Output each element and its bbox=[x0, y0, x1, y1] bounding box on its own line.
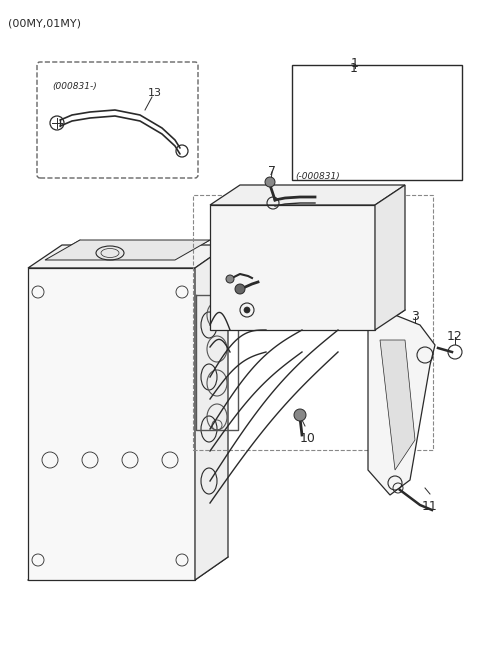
Polygon shape bbox=[368, 315, 435, 495]
Polygon shape bbox=[195, 245, 228, 580]
Text: 14: 14 bbox=[220, 262, 236, 275]
Polygon shape bbox=[375, 185, 405, 330]
Circle shape bbox=[265, 177, 275, 187]
Text: 11: 11 bbox=[422, 500, 438, 513]
Polygon shape bbox=[45, 240, 210, 260]
Circle shape bbox=[294, 409, 306, 421]
Text: 9: 9 bbox=[254, 298, 262, 311]
Text: (00MY,01MY): (00MY,01MY) bbox=[8, 18, 81, 28]
Text: 13: 13 bbox=[148, 88, 162, 98]
Text: 2: 2 bbox=[201, 445, 209, 458]
Circle shape bbox=[235, 284, 245, 294]
Text: (000831-): (000831-) bbox=[52, 82, 97, 91]
Text: 12: 12 bbox=[447, 330, 463, 343]
Text: 3: 3 bbox=[411, 310, 419, 323]
Text: 7: 7 bbox=[268, 165, 276, 178]
Polygon shape bbox=[380, 340, 415, 470]
Polygon shape bbox=[28, 268, 195, 580]
Text: 10: 10 bbox=[300, 432, 316, 445]
Text: 13: 13 bbox=[317, 185, 333, 198]
Polygon shape bbox=[28, 245, 228, 268]
Text: 1: 1 bbox=[350, 62, 358, 75]
Circle shape bbox=[226, 275, 234, 283]
Text: (-000831): (-000831) bbox=[296, 172, 340, 181]
Text: 6: 6 bbox=[258, 270, 266, 283]
Polygon shape bbox=[210, 205, 375, 330]
Circle shape bbox=[244, 307, 250, 313]
Text: 1: 1 bbox=[351, 57, 359, 70]
Polygon shape bbox=[210, 185, 405, 205]
